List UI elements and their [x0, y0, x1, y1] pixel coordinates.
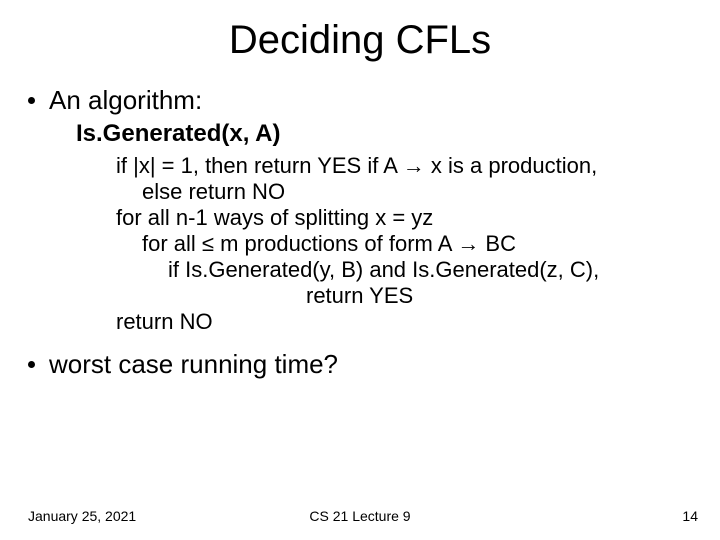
bullet-dot-icon: [28, 97, 35, 104]
algo-line-3: for all ≤ m productions of form A → BC: [142, 231, 670, 257]
algo-line-2: for all n-1 ways of splitting x = yz: [116, 205, 670, 231]
slide-body: An algorithm: Is.Generated(x, A) if |x| …: [0, 85, 720, 380]
algo-line-5: return NO: [116, 309, 670, 335]
algo-line-1b: else return NO: [142, 179, 670, 205]
slide-title: Deciding CFLs: [0, 0, 720, 73]
algorithm-block: if |x| = 1, then return YES if A → x is …: [116, 153, 670, 335]
bullet-1: An algorithm:: [28, 85, 700, 116]
algorithm-name: Is.Generated(x, A): [76, 120, 700, 149]
bullet-1-text: An algorithm:: [49, 85, 202, 116]
bullet-dot-icon: [28, 361, 35, 368]
algo-line-4: if Is.Generated(y, B) and Is.Generated(z…: [168, 257, 670, 283]
footer-page: 14: [682, 508, 698, 524]
algo-line-4b: return YES: [306, 283, 670, 309]
bullet-2-text: worst case running time?: [49, 349, 338, 380]
slide: Deciding CFLs An algorithm: Is.Generated…: [0, 0, 720, 540]
footer-center: CS 21 Lecture 9: [0, 508, 720, 524]
algo-line-1: if |x| = 1, then return YES if A → x is …: [116, 153, 670, 179]
bullet-2: worst case running time?: [28, 349, 700, 380]
